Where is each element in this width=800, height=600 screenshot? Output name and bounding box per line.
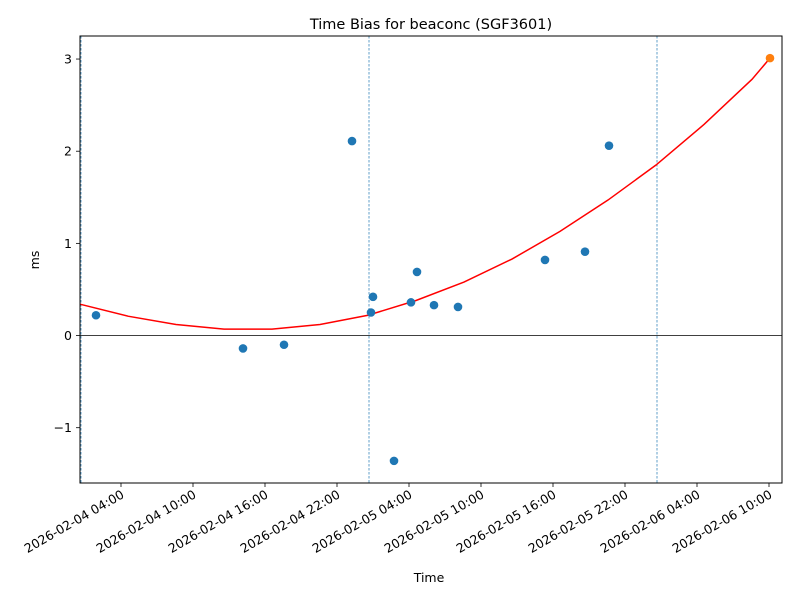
data-point [453,302,463,312]
fit-curve [79,57,771,330]
data-points [91,53,775,466]
data-point [389,456,399,466]
data-point [368,292,378,302]
data-point [412,267,422,277]
data-point [279,340,289,350]
y-tick-label: 0 [64,328,72,343]
x-axis-label: Time [413,570,445,585]
y-axis-label: ms [27,251,42,270]
y-tick-label: 3 [64,52,72,67]
y-tick-label: 2 [64,144,72,159]
data-point [429,300,439,310]
data-point [540,255,550,265]
y-tick-label: −1 [54,420,72,435]
data-point [366,308,376,317]
data-point [580,247,590,256]
data-point [765,53,775,63]
data-point [347,136,357,146]
data-point [91,310,101,320]
data-point [406,298,416,307]
chart-title: Time Bias for beaconc (SGF3601) [309,17,552,33]
data-point [604,141,614,150]
fit-curve-layer [79,57,771,330]
y-tick-label: 1 [64,236,72,251]
y-axis-ticks: −1 0 1 2 3 [54,52,80,435]
data-point [238,344,248,353]
plot-area-frame [79,35,783,484]
reference-lines [80,36,782,483]
